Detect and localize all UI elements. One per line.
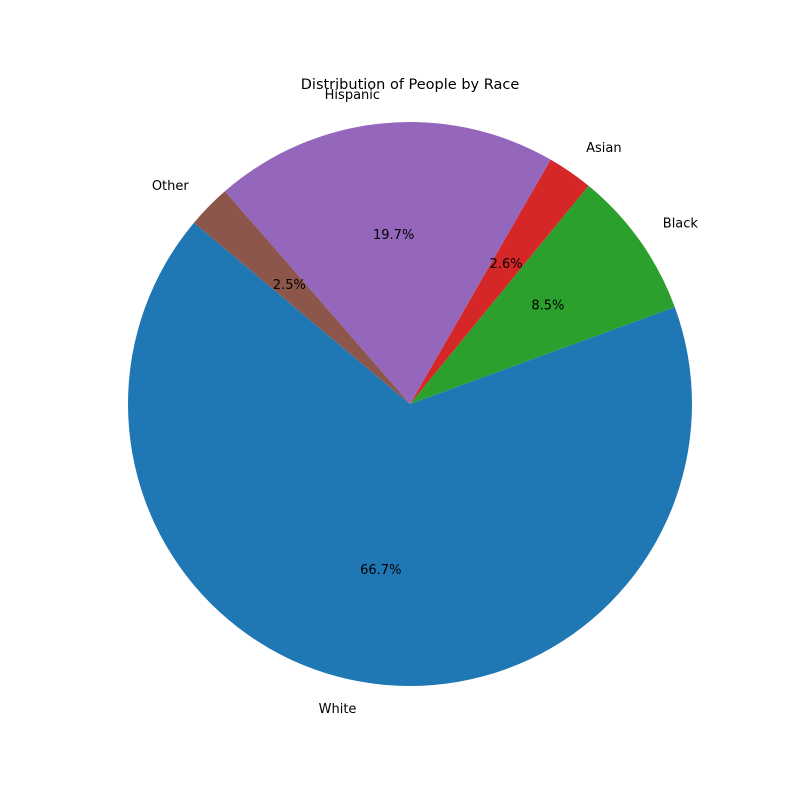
pie-slice-asian (410, 159, 589, 404)
pie-slice-other (193, 191, 410, 404)
category-label-hispanic: Hispanic (325, 88, 380, 103)
chart-title: Distribution of People by Race (301, 77, 520, 93)
percent-label-hispanic: 19.7% (373, 228, 414, 243)
pie-labels: White 66.7% Black 8.5% Asian 2.6% Hispanic 19.7… (152, 88, 699, 717)
percent-label-white: 66.7% (360, 563, 401, 578)
percent-label-black: 8.5% (531, 298, 564, 313)
pie-slice-white (127, 222, 692, 687)
pie-slice-black (410, 185, 675, 404)
percent-label-other: 2.5% (273, 278, 306, 293)
pie-slices (127, 121, 692, 687)
category-label-white: White (319, 702, 357, 717)
percent-label-asian: 2.6% (490, 257, 523, 272)
category-label-black: Black (663, 217, 699, 232)
category-label-other: Other (152, 179, 190, 194)
pie-slice-hispanic (224, 121, 551, 405)
category-label-asian: Asian (586, 141, 621, 156)
